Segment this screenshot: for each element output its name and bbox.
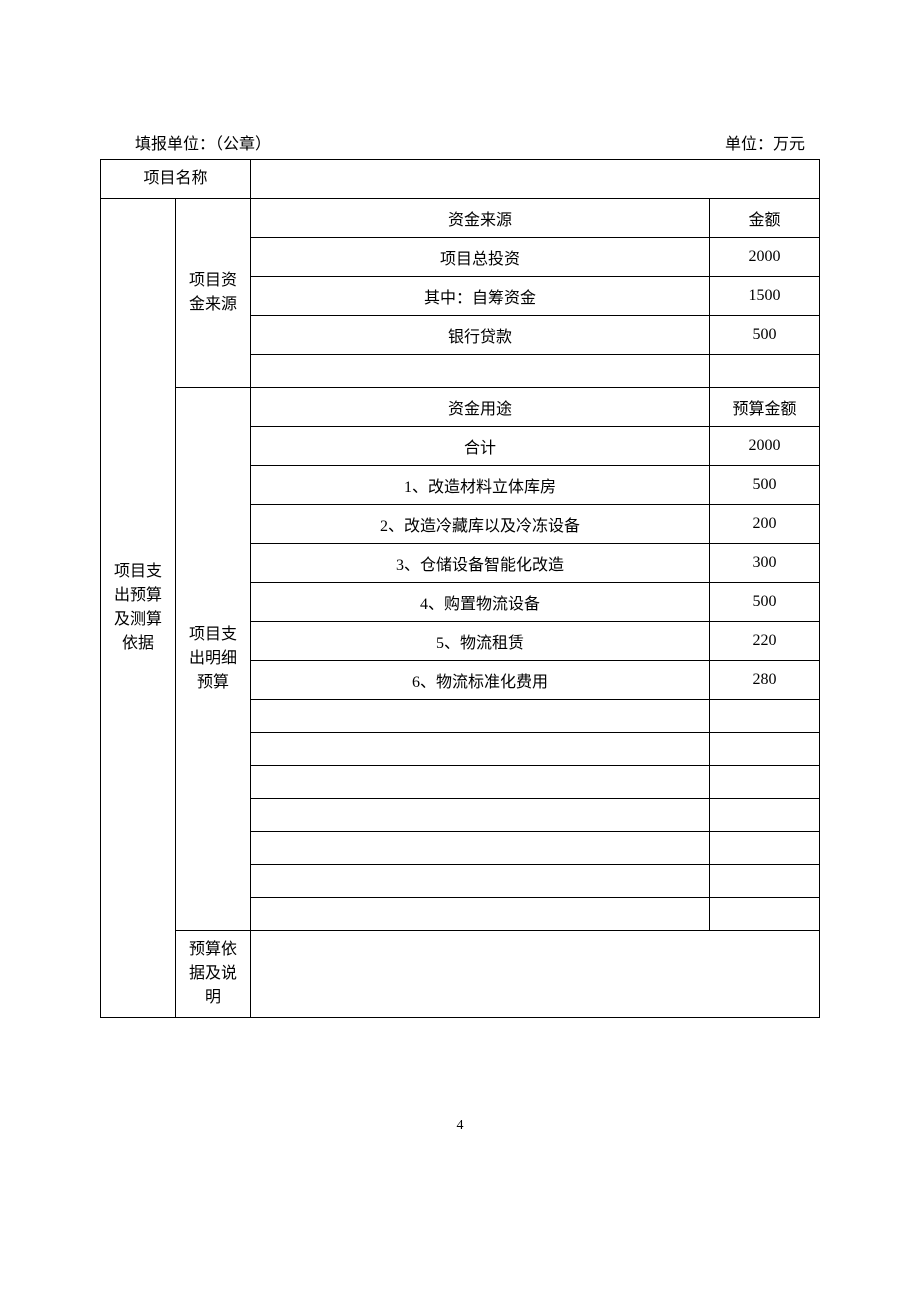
header-reporting-unit: 填报单位：（公章）: [105, 130, 271, 154]
expenditure-row-label: [251, 832, 710, 865]
expenditure-total-label: 合计: [251, 427, 710, 466]
funding-row-amount: 500: [710, 316, 820, 355]
budget-table: 项目名称 项目支出预算及测算依据 项目资金来源 资金来源 金额 项目总投资 20…: [100, 159, 820, 1018]
project-name-value: [251, 160, 820, 199]
basis-label: 预算依据及说明: [176, 931, 251, 1018]
funding-row-label: 项目总投资: [251, 238, 710, 277]
funding-row-label: 其中：自筹资金: [251, 277, 710, 316]
expenditure-row-label: [251, 700, 710, 733]
funding-row-amount: 2000: [710, 238, 820, 277]
funding-source-label: 项目资金来源: [176, 199, 251, 388]
funding-row-label: 银行贷款: [251, 316, 710, 355]
expenditure-row-amount: [710, 700, 820, 733]
funding-row-label: [251, 355, 710, 388]
expenditure-row-label: 4、购置物流设备: [251, 583, 710, 622]
expenditure-row-amount: 220: [710, 622, 820, 661]
expenditure-row-label: [251, 766, 710, 799]
expenditure-row-amount: [710, 799, 820, 832]
expenditure-total-amount: 2000: [710, 427, 820, 466]
header-row: 填报单位：（公章） 单位：万元: [100, 130, 820, 154]
expenditure-row-label: [251, 733, 710, 766]
expenditure-row-label: 6、物流标准化费用: [251, 661, 710, 700]
table-row: 项目支出预算及测算依据 项目资金来源 资金来源 金额: [101, 199, 820, 238]
expenditure-row-amount: 500: [710, 583, 820, 622]
funding-source-header-col2: 金额: [710, 199, 820, 238]
section-main-label: 项目支出预算及测算依据: [101, 199, 176, 1018]
expenditure-header-col1: 资金用途: [251, 388, 710, 427]
table-row: 项目名称: [101, 160, 820, 199]
project-name-label: 项目名称: [101, 160, 251, 199]
expenditure-row-label: 5、物流租赁: [251, 622, 710, 661]
funding-row-amount: [710, 355, 820, 388]
table-row: 预算依据及说明: [101, 931, 820, 1018]
expenditure-label: 项目支出明细预算: [176, 388, 251, 931]
expenditure-header-col2: 预算金额: [710, 388, 820, 427]
expenditure-row-amount: 280: [710, 661, 820, 700]
expenditure-row-label: 1、改造材料立体库房: [251, 466, 710, 505]
basis-content: [251, 931, 820, 1018]
expenditure-row-label: [251, 898, 710, 931]
funding-row-amount: 1500: [710, 277, 820, 316]
expenditure-row-amount: 300: [710, 544, 820, 583]
funding-source-header-col1: 资金来源: [251, 199, 710, 238]
expenditure-row-label: 3、仓储设备智能化改造: [251, 544, 710, 583]
expenditure-row-amount: [710, 832, 820, 865]
header-unit: 单位：万元: [725, 130, 815, 154]
page-number: 4: [100, 1118, 820, 1134]
expenditure-row-amount: [710, 733, 820, 766]
expenditure-row-label: 2、改造冷藏库以及冷冻设备: [251, 505, 710, 544]
expenditure-row-label: [251, 865, 710, 898]
expenditure-row-amount: 500: [710, 466, 820, 505]
expenditure-row-amount: 200: [710, 505, 820, 544]
expenditure-row-label: [251, 799, 710, 832]
expenditure-row-amount: [710, 865, 820, 898]
expenditure-row-amount: [710, 766, 820, 799]
expenditure-row-amount: [710, 898, 820, 931]
table-row: 项目支出明细预算 资金用途 预算金额: [101, 388, 820, 427]
